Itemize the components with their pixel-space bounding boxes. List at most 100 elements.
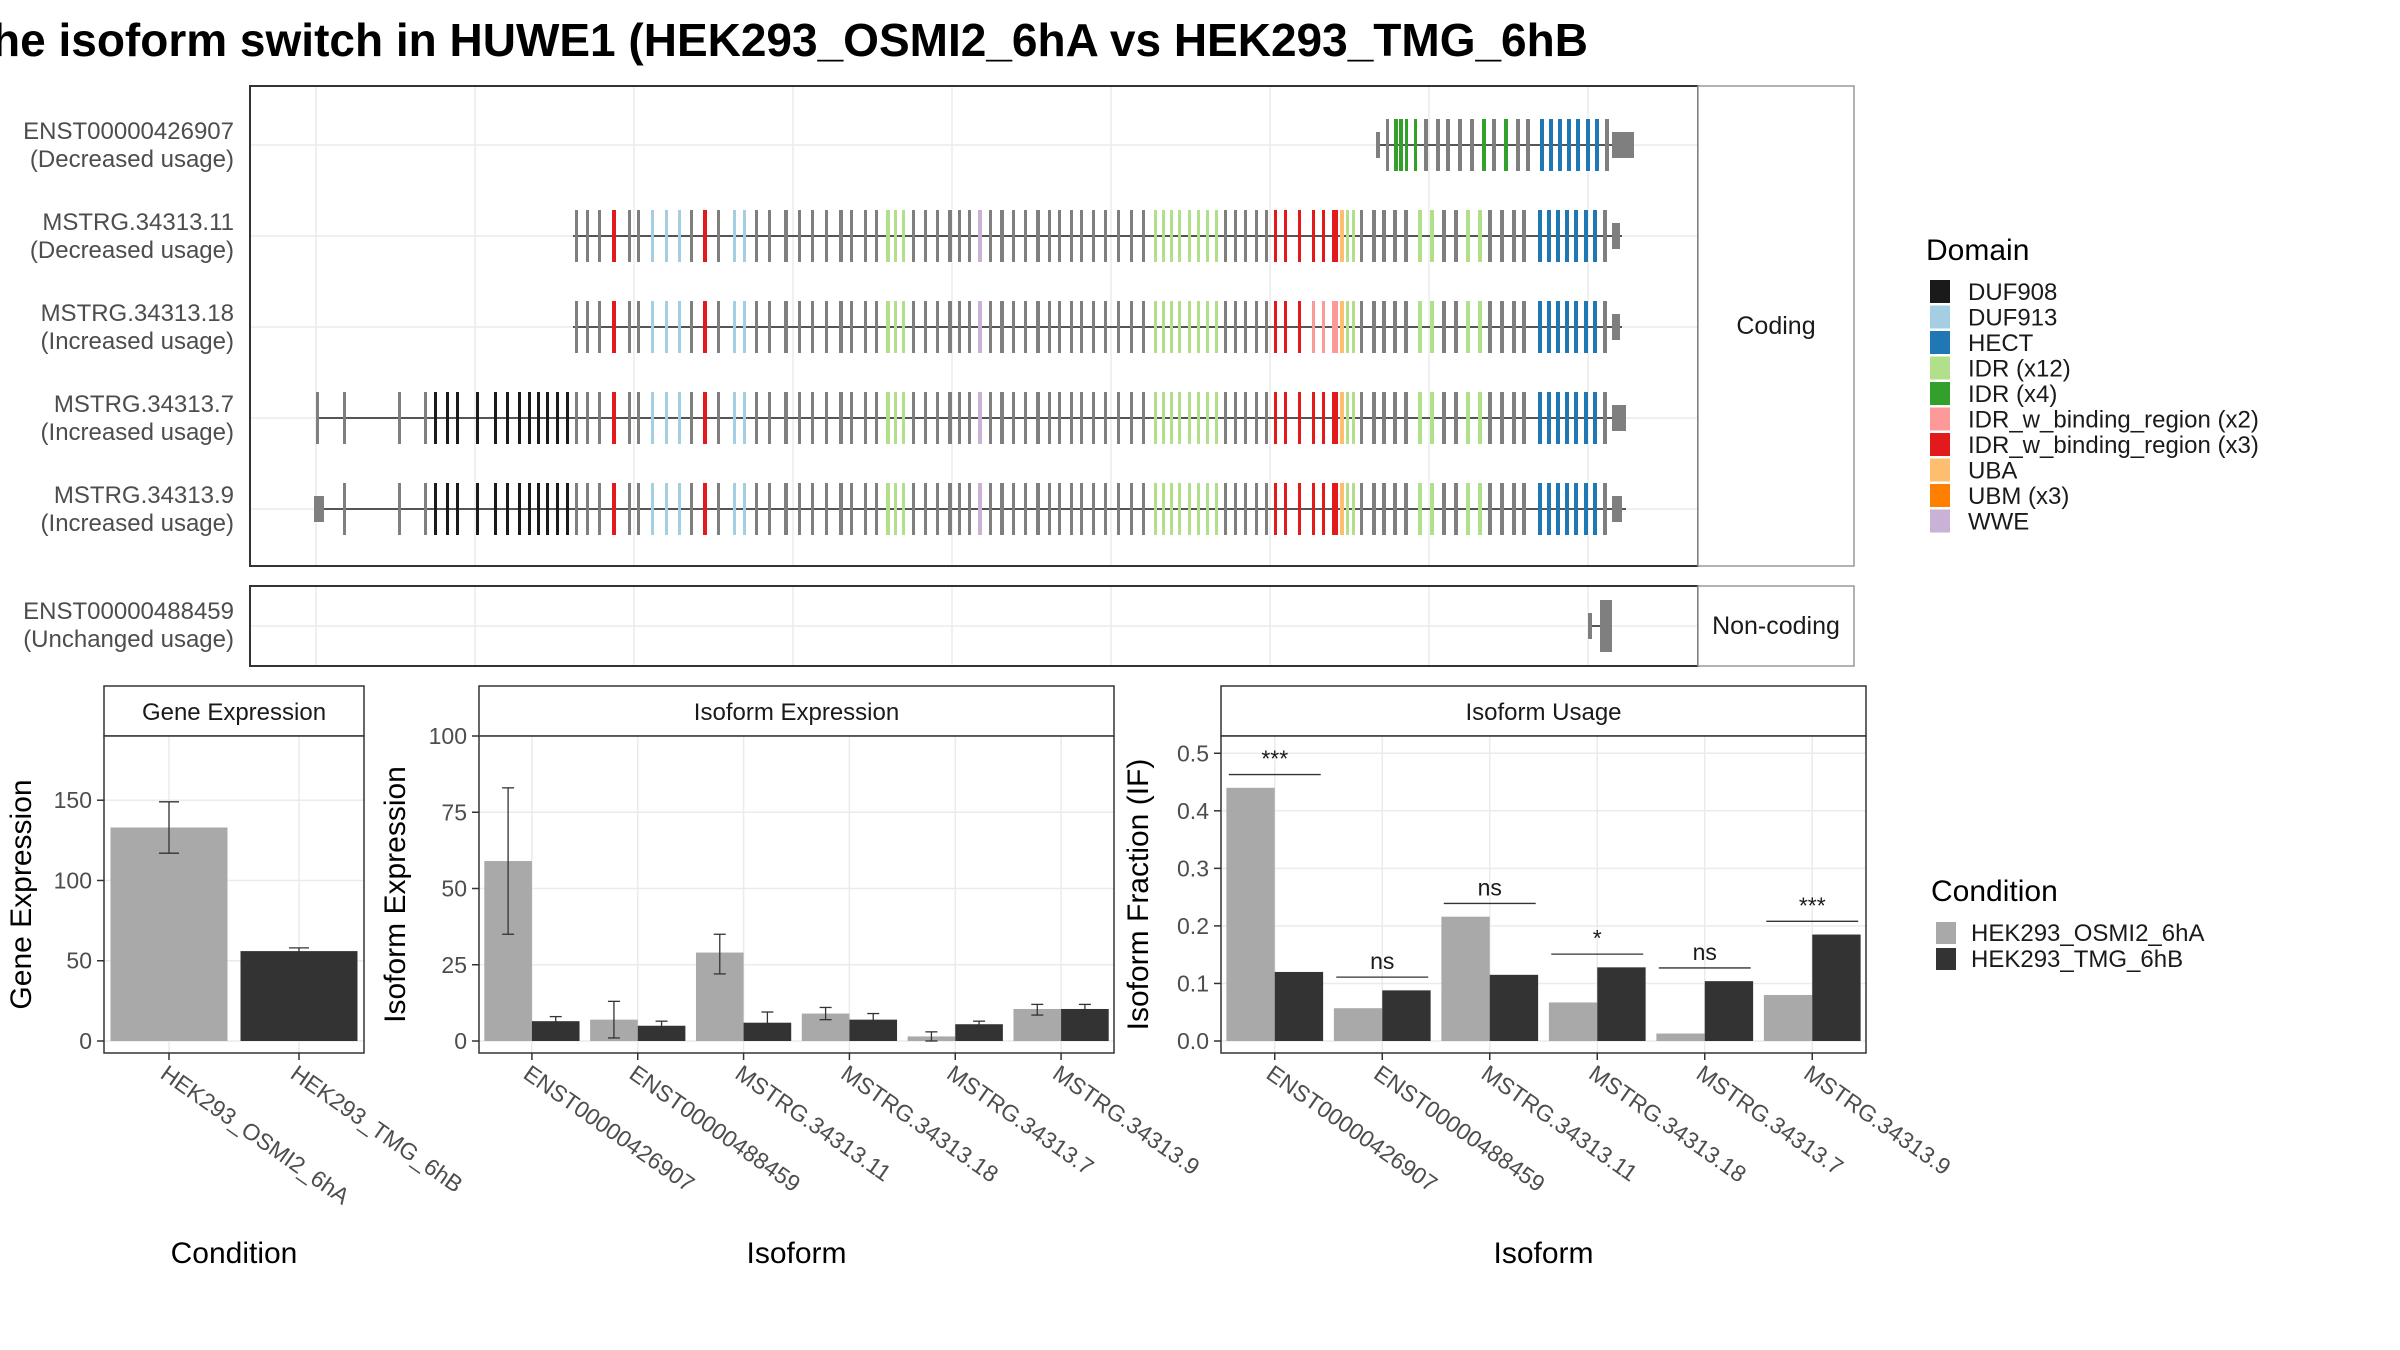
exon: [314, 496, 324, 522]
exon: [1418, 210, 1422, 262]
exon: [1382, 301, 1386, 353]
exon: [989, 392, 992, 444]
exon: [1332, 210, 1338, 262]
exon: [1058, 210, 1061, 262]
exon: [733, 301, 736, 353]
exon: [864, 301, 867, 353]
exon: [1512, 301, 1516, 353]
y-tick-label: 50: [66, 948, 92, 974]
exon: [1244, 483, 1247, 535]
domain-legend-key: [1930, 433, 1950, 456]
exon: [811, 483, 814, 535]
exon: [1584, 210, 1588, 262]
exon: [1512, 483, 1516, 535]
exon: [743, 210, 746, 262]
exon: [651, 392, 654, 444]
exon: [968, 210, 971, 262]
exon: [1442, 301, 1446, 353]
domain-legend-key: [1930, 407, 1950, 431]
exon: [1058, 483, 1061, 535]
exon: [978, 210, 982, 262]
exon: [1012, 301, 1015, 353]
exon: [1512, 210, 1516, 262]
exon: [1048, 483, 1051, 535]
exon: [1558, 119, 1562, 171]
exon: [1574, 483, 1578, 535]
exon: [1048, 301, 1051, 353]
exon: [1394, 119, 1398, 171]
exon: [637, 483, 640, 535]
bar: [1226, 787, 1275, 1041]
exon: [1372, 210, 1376, 262]
facet-strip: [478, 685, 1115, 737]
exon: [1154, 483, 1157, 535]
exon: [924, 210, 927, 262]
exon: [678, 392, 681, 444]
exon: [886, 301, 890, 353]
exon: [1117, 301, 1120, 353]
exon: [1024, 301, 1027, 353]
domain-legend-key: [1930, 356, 1950, 380]
exon: [1340, 392, 1344, 444]
exon: [1178, 483, 1181, 535]
exon: [768, 392, 771, 444]
exon: [1436, 119, 1440, 171]
exon: [690, 483, 693, 535]
exon: [978, 483, 982, 535]
exon: [825, 483, 828, 535]
exon: [825, 301, 828, 353]
exon: [1036, 210, 1040, 262]
exon: [798, 483, 801, 535]
exon: [968, 392, 971, 444]
exon: [850, 483, 853, 535]
exon: [518, 483, 521, 535]
exon: [1382, 392, 1386, 444]
exon: [1070, 483, 1073, 535]
exon: [1454, 210, 1458, 262]
y-tick-label: 0: [454, 1028, 467, 1054]
exon: [566, 483, 569, 535]
exon: [1162, 392, 1165, 444]
exon: [612, 392, 616, 444]
exon: [1104, 483, 1107, 535]
exon: [678, 301, 681, 353]
exon: [1265, 301, 1268, 353]
exon: [1430, 301, 1434, 353]
bar: [1656, 1033, 1705, 1041]
exon: [1478, 301, 1482, 353]
bar: [1548, 1002, 1598, 1041]
exon: [1000, 301, 1004, 353]
exon: [968, 483, 971, 535]
exon: [1488, 301, 1492, 353]
exon: [528, 483, 531, 535]
exon: [1322, 210, 1325, 262]
exon: [958, 392, 961, 444]
exon: [1567, 119, 1571, 171]
exon: [556, 392, 559, 444]
exon: [1586, 119, 1590, 171]
exon: [665, 392, 668, 444]
exon: [1612, 496, 1622, 522]
exon: [784, 483, 788, 535]
exon: [1576, 119, 1580, 171]
exon: [1092, 483, 1095, 535]
y-tick-label: 0.3: [1177, 855, 1209, 881]
exon: [1036, 483, 1040, 535]
exon: [1466, 210, 1470, 262]
exon: [1492, 119, 1496, 171]
exon: [628, 392, 631, 444]
exon: [1346, 483, 1349, 535]
exon: [1197, 210, 1200, 262]
bar: [849, 1019, 898, 1041]
panel-border: [478, 735, 1115, 1054]
exon: [1092, 301, 1095, 353]
domain-legend-label: IDR (x4): [1968, 381, 2057, 408]
exon: [839, 301, 843, 353]
bar: [240, 951, 358, 1041]
exon: [1352, 392, 1355, 444]
exon: [1104, 392, 1107, 444]
y-axis-title: Isoform Fraction (IF): [1122, 759, 1155, 1031]
exon: [894, 483, 897, 535]
exon: [598, 392, 601, 444]
transcript-label-1: ENST00000426907: [23, 118, 234, 145]
